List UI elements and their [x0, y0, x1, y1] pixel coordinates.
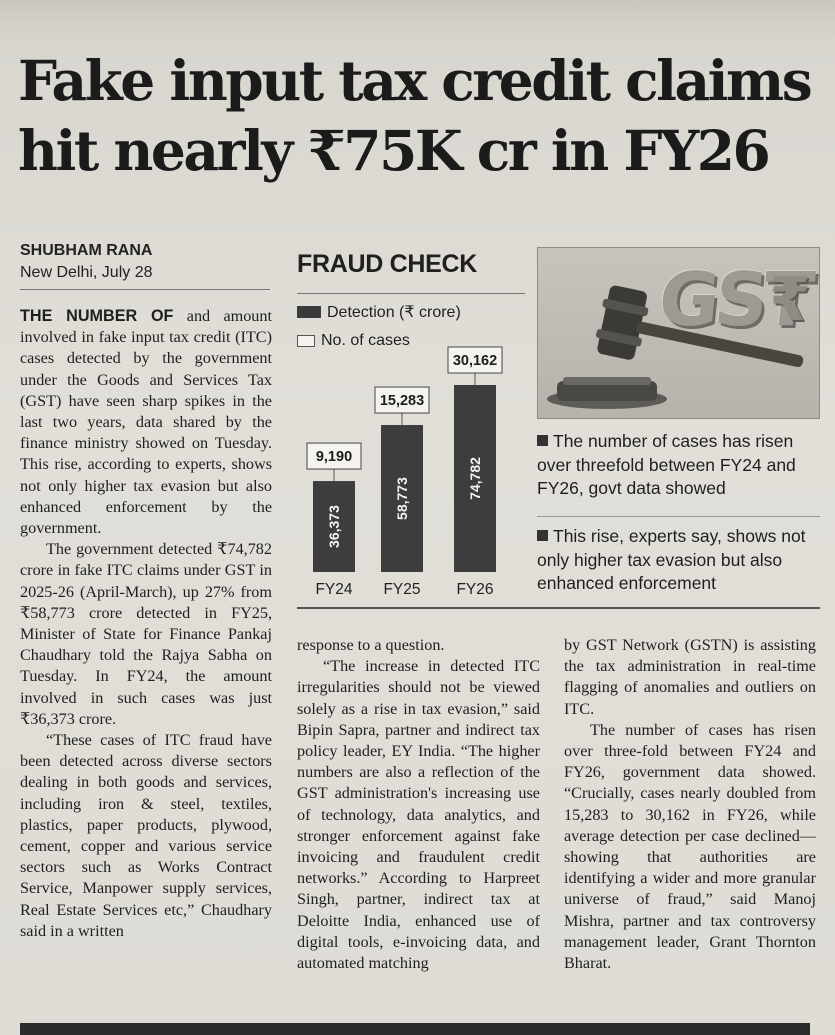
body-paragraph: by GST Network (GSTN) is assisting the t… [564, 635, 816, 720]
body-paragraph: “These cases of ITC fraud have been dete… [20, 730, 272, 942]
fraud-check-chart: 36,373 9,190 FY24 58,773 15,283 FY25 74,782 30,… [297, 340, 532, 605]
byline-dateline: New Delhi, July 28 [20, 262, 153, 284]
body-column-1: THE NUMBER OF and amount involved in fak… [20, 306, 272, 942]
x-tick-label: FY24 [315, 581, 352, 598]
legend-detection-label: Detection (₹ crore) [327, 302, 461, 322]
chart-bottom-rule [297, 607, 820, 609]
body-paragraph: “The increase in detected ITC irregulari… [297, 656, 540, 974]
byline-author: SHUBHAM RANA [20, 240, 153, 262]
cases-value-label: 30,162 [453, 353, 497, 369]
headline: Fake input tax credit claims hit nearly … [18, 46, 830, 186]
body-paragraph: The number of cases has risen over three… [564, 720, 816, 974]
legend-solid-swatch [297, 306, 321, 318]
bar-value-label: 58,773 [394, 477, 410, 520]
body-column-2: response to a question. “The increase in… [297, 635, 540, 974]
lead-in: THE NUMBER OF [20, 307, 173, 325]
x-tick-label: FY25 [383, 581, 420, 598]
x-tick-label: FY26 [456, 581, 493, 598]
body-paragraph: The government detected ₹74,782 crore in… [20, 539, 272, 730]
caption-divider [537, 516, 820, 517]
byline-rule [20, 289, 270, 290]
caption-bullet [537, 530, 548, 541]
caption-2: This rise, experts say, shows not only h… [537, 525, 827, 596]
body-paragraph: response to a question. [297, 635, 540, 656]
previous-story-strip [0, 0, 835, 42]
chart-box-title: FRAUD CHECK [297, 250, 477, 279]
body-column-3: by GST Network (GSTN) is assisting the t… [564, 635, 816, 974]
page-bottom-bar [20, 1023, 810, 1035]
bar-value-label: 36,373 [326, 505, 342, 548]
chart-title-rule [297, 293, 525, 294]
photo-frame [537, 247, 820, 419]
legend-detection: Detection (₹ crore) [297, 302, 461, 322]
cases-value-label: 9,190 [316, 449, 352, 465]
cases-value-label: 15,283 [380, 393, 424, 409]
bar-value-label: 74,782 [467, 457, 483, 500]
caption-bullet [537, 435, 548, 446]
body-paragraph: THE NUMBER OF and amount involved in fak… [20, 306, 272, 539]
caption-1: The number of cases has risen over three… [537, 430, 827, 501]
byline: SHUBHAM RANA New Delhi, July 28 [20, 240, 153, 284]
